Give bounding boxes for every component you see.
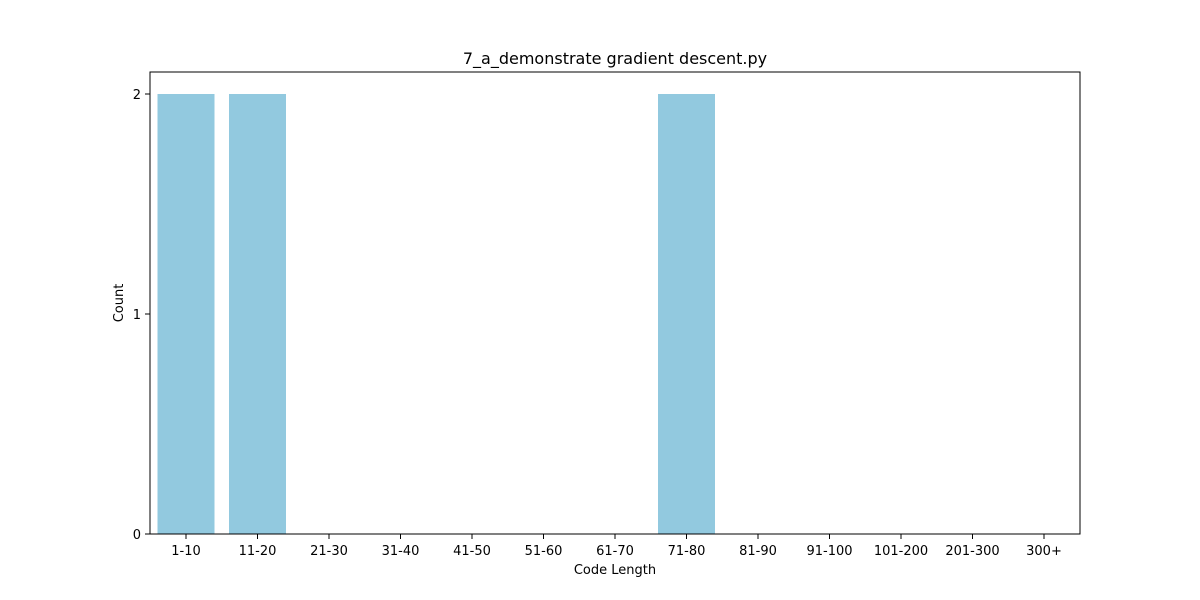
y-tick-label: 0 — [133, 528, 141, 543]
y-axis: 0 1 2 — [133, 88, 150, 543]
chart-title: 7_a_demonstrate gradient descent.py — [463, 49, 767, 69]
x-tick-label: 41-50 — [453, 544, 491, 559]
x-tick-label: 11-20 — [239, 544, 277, 559]
plot-frame — [149, 71, 1081, 535]
x-tick-label: 51-60 — [525, 544, 563, 559]
y-tick-label: 1 — [133, 308, 141, 323]
x-tick-label: 81-90 — [739, 544, 777, 559]
x-tick-label: 21-30 — [310, 544, 348, 559]
x-tick-label: 201-300 — [945, 544, 999, 559]
x-tick-label: 71-80 — [668, 544, 706, 559]
x-tick-label: 1-10 — [171, 544, 201, 559]
x-tick-label: 300+ — [1026, 544, 1062, 559]
y-tick-label: 2 — [133, 88, 141, 103]
bar-11-20 — [229, 94, 286, 534]
bar-71-80 — [658, 94, 715, 534]
bar-1-10 — [157, 94, 215, 534]
x-tick-label: 61-70 — [596, 544, 634, 559]
x-tick-label: 91-100 — [806, 544, 852, 559]
x-axis: 1-10 11-20 21-30 31-40 41-50 51-60 61-70 71-80 8… — [171, 534, 1062, 559]
y-axis-label: Count — [112, 284, 127, 323]
x-tick-label: 101-200 — [874, 544, 928, 559]
x-tick-label: 31-40 — [382, 544, 420, 559]
x-axis-label: Code Length — [574, 563, 656, 578]
bars-layer — [157, 94, 715, 534]
